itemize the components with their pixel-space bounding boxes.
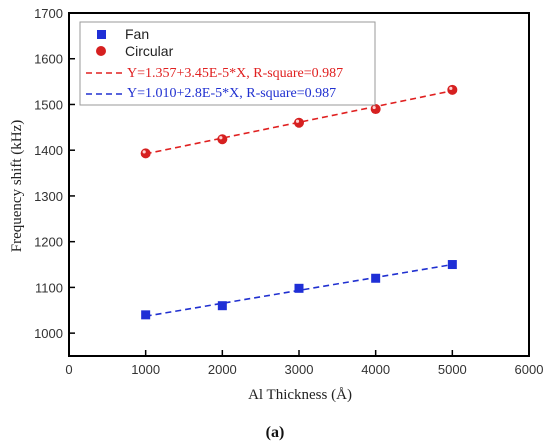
y-tick-label: 1300 — [34, 189, 63, 204]
circular-point — [140, 148, 151, 159]
y-tick-label: 1700 — [34, 6, 63, 21]
axis-ticks: 0 1000 2000 3000 4000 5000 6000 1000 1100 1200 130… — [34, 6, 543, 377]
x-tick-label: 0 — [65, 362, 72, 377]
circular-point — [447, 84, 458, 95]
y-tick-label: 1000 — [34, 326, 63, 341]
legend-circular-label: Circular — [125, 43, 174, 59]
y-tick-label: 1100 — [35, 280, 63, 295]
fan-point — [141, 310, 151, 320]
legend: Fan Circular Y=1.357+3.45E-5*X, R-square… — [79, 21, 376, 106]
x-tick-label: 5000 — [438, 362, 467, 377]
circular-point — [370, 104, 381, 115]
legend-blue-fit-label: Y=1.010+2.8E-5*X, R-square=0.987 — [127, 86, 336, 101]
fan-point — [371, 273, 381, 283]
y-tick-label: 1400 — [34, 143, 63, 158]
x-tick-label: 4000 — [361, 362, 390, 377]
circular-point — [217, 134, 228, 145]
circular-point — [294, 117, 304, 128]
y-axis-label: Frequency shift (kHz) — [9, 120, 25, 252]
fan-point — [447, 260, 457, 270]
x-tick-label: 2000 — [208, 362, 237, 377]
fan-point — [217, 301, 227, 311]
legend-fan-label: Fan — [125, 26, 149, 42]
circular-point-highlight — [219, 136, 223, 140]
fan-point — [294, 283, 304, 293]
x-axis-label: Al Thickness (Å) — [248, 387, 352, 403]
circular-point-highlight — [449, 86, 453, 90]
circular-point-highlight — [372, 105, 376, 110]
legend-box — [79, 21, 376, 106]
y-tick-label: 1600 — [34, 52, 63, 67]
circular-point-highlight — [295, 119, 300, 123]
legend-red-fit-label: Y=1.357+3.45E-5*X, R-square=0.987 — [127, 66, 343, 81]
x-tick-label: 6000 — [515, 362, 544, 377]
fit-line-0 — [145, 89, 453, 155]
legend-circular-marker — [96, 46, 106, 56]
legend-fan-marker — [97, 30, 106, 39]
x-tick-label: 3000 — [285, 362, 314, 377]
y-tick-label: 1500 — [34, 97, 63, 112]
x-tick-label: 1000 — [131, 362, 160, 377]
y-tick-label: 1200 — [34, 235, 63, 250]
circular-point-highlight — [142, 150, 146, 154]
figure-caption: (a) — [266, 424, 285, 441]
data-points — [140, 84, 458, 320]
